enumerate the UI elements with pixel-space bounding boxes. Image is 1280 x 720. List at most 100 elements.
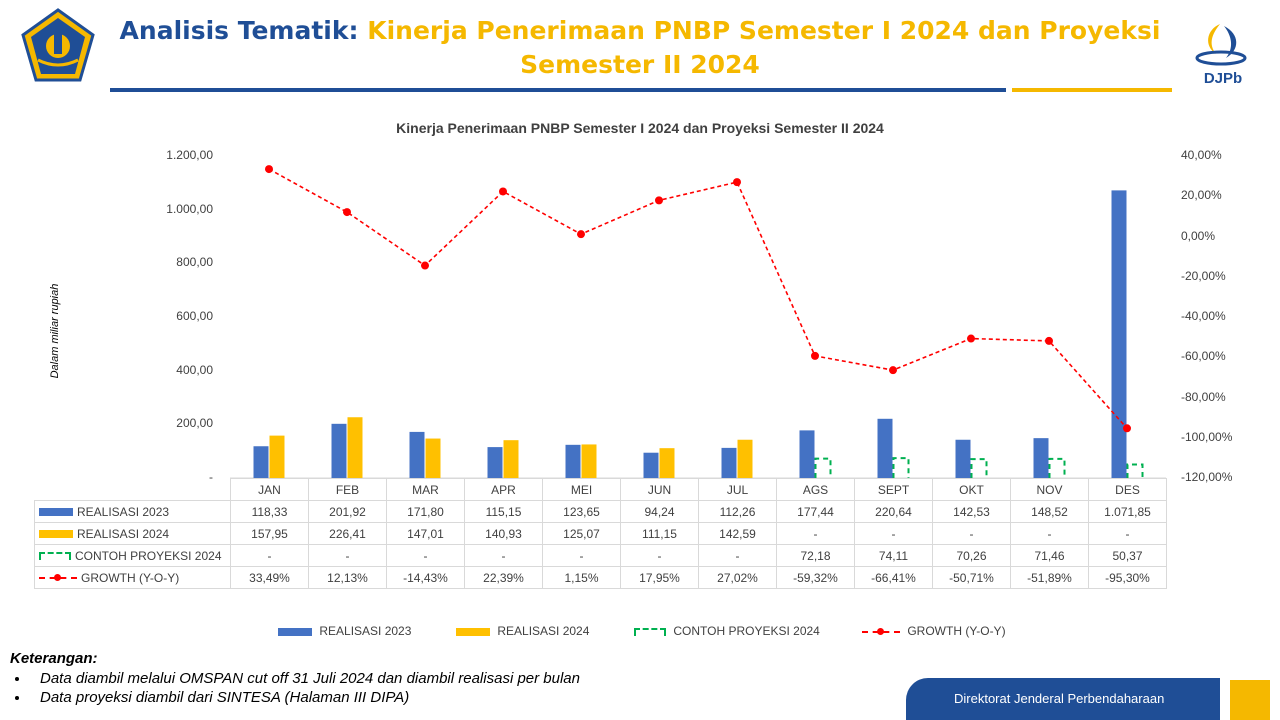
legend-key-blue (39, 508, 73, 517)
bar-realisasi-2023 (721, 447, 737, 478)
bar-proyeksi-2024 (970, 458, 988, 478)
y-tick-label: 200,00 (176, 416, 213, 431)
growth-point (655, 196, 663, 205)
row-label: REALISASI 2023 (34, 500, 231, 523)
footer-text: Direktorat Jenderal Perbendaharaan (954, 691, 1165, 706)
y2-tick-label: 20,00% (1181, 188, 1222, 203)
data-label: 50,37 (1088, 544, 1167, 567)
series-name: CONTOH PROYEKSI 2024 (75, 548, 222, 563)
note-item: Data proyeksi diambil dari SINTESA (Hala… (30, 689, 580, 706)
growth-line (268, 168, 1128, 429)
bar-realisasi-2023 (253, 446, 269, 478)
data-label: 74,11 (854, 544, 933, 567)
data-label: 142,53 (932, 500, 1011, 523)
bar-realisasi-2023 (565, 444, 581, 478)
notes-heading: Keterangan: (10, 650, 98, 667)
growth-point (265, 165, 273, 174)
y-tick-label: - (209, 470, 213, 484)
header-divider-blue (110, 88, 1006, 92)
y2-tick-label: 0,00% (1181, 228, 1216, 243)
data-table: JAN FEB MAR APR MEI JUN JUL AGS SEPT OKT NOV DES REA… (34, 478, 1167, 589)
row-label: CONTOH PROYEKSI 2024 (34, 544, 231, 567)
bar-realisasi-2024 (347, 417, 363, 478)
series-name: GROWTH (Y-O-Y) (81, 570, 180, 585)
x-tick-label: DES (1088, 478, 1167, 501)
data-label: 157,95 (230, 522, 309, 545)
growth-point (343, 208, 351, 217)
data-label: 177,44 (776, 500, 855, 523)
data-label: 33,49% (230, 566, 309, 589)
bar-proyeksi-2024 (1126, 463, 1144, 478)
data-label: 17,95% (620, 566, 699, 589)
y-tick-label: 1.200,00 (166, 148, 213, 162)
series-name: REALISASI 2024 (77, 526, 170, 541)
series-name: REALISASI 2023 (77, 504, 170, 519)
data-label: - (620, 544, 699, 567)
footer-banner: Direktorat Jenderal Perbendaharaan (906, 678, 1220, 720)
data-label: 115,15 (464, 500, 543, 523)
data-label: 220,64 (854, 500, 933, 523)
bar-realisasi-2023 (1111, 190, 1127, 479)
legend-key-blue (278, 627, 312, 636)
data-label: 72,18 (776, 544, 855, 567)
legend-label: REALISASI 2024 (497, 624, 590, 638)
data-label: - (464, 544, 543, 567)
data-label: 12,13% (308, 566, 387, 589)
data-label: 1,15% (542, 566, 621, 589)
data-label: 171,80 (386, 500, 465, 523)
growth-point (421, 261, 429, 270)
y2-tick-label: -80,00% (1181, 389, 1226, 404)
note-item: Data diambil melalui OMSPAN cut off 31 J… (30, 670, 580, 687)
x-tick-label: SEPT (854, 478, 933, 501)
legend-key-yellow (39, 530, 73, 539)
x-tick-label: MEI (542, 478, 621, 501)
bar-realisasi-2023 (409, 431, 425, 478)
data-label: - (932, 522, 1011, 545)
data-label: - (854, 522, 933, 545)
djpb-logo: DJPb (1190, 20, 1252, 94)
bar-realisasi-2024 (503, 440, 519, 478)
table-row: REALISASI 2023 118,33 201,92 171,80 115,15 12… (34, 500, 1167, 523)
bar-realisasi-2024 (581, 444, 597, 478)
bar-proyeksi-2024 (892, 457, 910, 478)
growth-point (499, 187, 507, 196)
title-prefix: Analisis Tematik: (119, 16, 359, 45)
data-label: 27,02% (698, 566, 777, 589)
y-tick-label: 400,00 (176, 362, 213, 377)
bar-realisasi-2024 (659, 448, 675, 478)
brand-label: DJPb (1203, 70, 1243, 87)
data-label: 118,33 (230, 500, 309, 523)
growth-point (967, 334, 975, 343)
bar-realisasi-2024 (269, 435, 285, 478)
x-tick-label: APR (464, 478, 543, 501)
legend-key-red-line (39, 573, 77, 583)
bar-realisasi-2024 (425, 438, 441, 478)
data-label: 142,59 (698, 522, 777, 545)
x-tick-label: MAR (386, 478, 465, 501)
y-tick-label: 800,00 (176, 255, 213, 270)
x-tick-label: JUN (620, 478, 699, 501)
data-label: - (542, 544, 621, 567)
legend-key-yellow (456, 627, 490, 636)
table-row: CONTOH PROYEKSI 2024- - - - - - -72,18 74,11 70,… (34, 544, 1167, 567)
data-label: 1.071,85 (1088, 500, 1167, 523)
x-tick-label: NOV (1010, 478, 1089, 501)
data-label: 112,26 (698, 500, 777, 523)
bar-realisasi-2023 (331, 423, 347, 478)
legend-label: GROWTH (Y-O-Y) (907, 624, 1006, 638)
data-label: -59,32% (776, 566, 855, 589)
bar-proyeksi-2024 (814, 457, 832, 478)
legend-label: REALISASI 2023 (319, 624, 412, 638)
data-label: - (698, 544, 777, 567)
legend-item-proyeksi-2024: CONTOH PROYEKSI 2024 (630, 624, 820, 638)
data-label: - (776, 522, 855, 545)
y2-tick-label: -100,00% (1181, 429, 1233, 444)
growth-point (889, 366, 897, 375)
data-label: - (230, 544, 309, 567)
legend-key-red-line (862, 627, 900, 637)
row-label: GROWTH (Y-O-Y) (34, 566, 231, 589)
header-divider-yellow (1012, 88, 1172, 92)
data-label: - (1088, 522, 1167, 545)
bar-realisasi-2023 (643, 452, 659, 478)
data-label: 123,65 (542, 500, 621, 523)
